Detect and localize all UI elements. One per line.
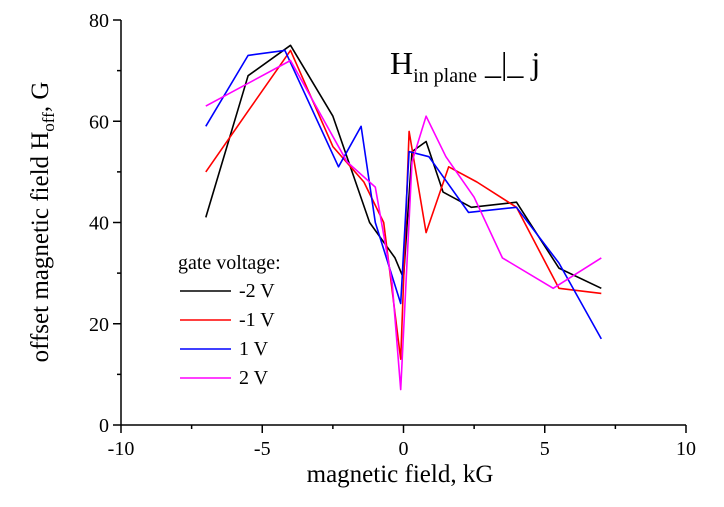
y-axis-title-suffix: , G (27, 82, 54, 113)
x-tick-label: -10 (108, 438, 135, 460)
series-layer (205, 44, 602, 391)
annotation-main: H (390, 45, 413, 81)
y-tick-label: 0 (99, 415, 109, 437)
series-line-1 (205, 49, 602, 361)
x-tick-label: 5 (540, 438, 550, 460)
legend-title: gate voltage: (178, 252, 281, 274)
y-tick-label: 20 (89, 314, 109, 336)
legend-label-0: -2 V (239, 280, 275, 302)
legend-label-1: -1 V (239, 309, 275, 331)
legend-label-3: 2 V (239, 367, 269, 389)
series-line-3 (205, 59, 602, 391)
axis-layer: -10 -5 0 5 10 0 20 40 60 80 (89, 10, 696, 460)
annotation-symbol: _|_ (484, 45, 524, 81)
annotation-suffix: j (530, 45, 540, 81)
x-tick-label: -5 (254, 438, 271, 460)
y-tick-label: 40 (89, 213, 109, 235)
legend: gate voltage: -2 V -1 V 1 V 2 V (178, 252, 281, 389)
y-tick-label: 60 (89, 111, 109, 133)
series-line-2 (205, 49, 602, 340)
legend-label-2: 1 V (239, 338, 269, 360)
y-axis-title-prefix: offset magnetic field H (27, 132, 54, 363)
x-tick-label: 0 (399, 438, 409, 460)
annotation-subscript: in plane (413, 65, 477, 87)
y-tick-label: 80 (89, 10, 109, 32)
legend-items: -2 V -1 V 1 V 2 V (180, 280, 275, 389)
y-axis-title: offset magnetic field Hoff, G (27, 82, 58, 363)
x-tick-label: 10 (676, 438, 696, 460)
x-axis-title: magnetic field, kG (307, 461, 494, 488)
annotation: Hin plane _|_ j (390, 45, 540, 87)
y-axis-title-subscript: off (39, 112, 58, 132)
